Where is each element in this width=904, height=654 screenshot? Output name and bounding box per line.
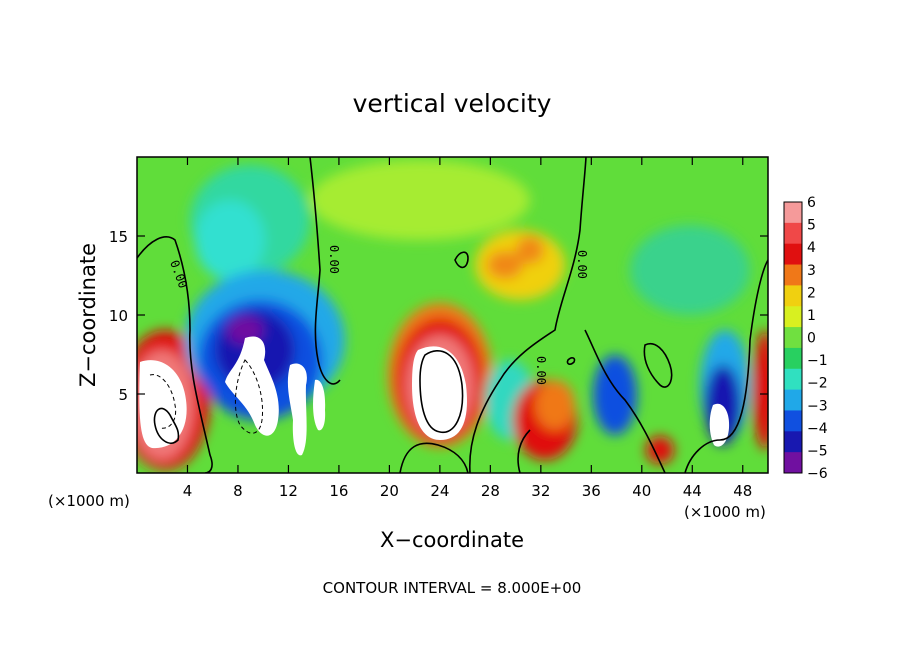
x-tick-label: 12	[279, 482, 298, 500]
y-axis-label: Z−coordinate	[76, 243, 100, 387]
colorbar-swatch	[784, 306, 802, 328]
contour-label: 0.00	[575, 250, 589, 279]
x-tick-label: 20	[380, 482, 399, 500]
colorbar-swatch	[784, 410, 802, 432]
x-tick-label: 32	[531, 482, 550, 500]
colorbar-swatch	[784, 327, 802, 349]
colorbar-tick-label: −5	[807, 443, 828, 459]
colorbar-tick-label: −3	[807, 398, 828, 414]
colorbar-swatch	[784, 243, 802, 266]
colorbar-swatch	[784, 431, 802, 453]
colorbar-tick-label: −2	[807, 376, 828, 392]
x-tick-label: 44	[683, 482, 702, 500]
colorbar-tick-label: −1	[807, 353, 828, 369]
colorbar-tick-label: 2	[807, 285, 816, 301]
colorbar-swatch	[784, 452, 802, 474]
x-axis: 4 8 12 16 20 24 28 32 36 40 44 48	[183, 157, 752, 500]
x-tick-label: 16	[329, 482, 348, 500]
colorbar-swatch	[784, 368, 802, 391]
colorbar: 6 5 4 3 2 1 0 −1 −2 −3 −4 −5 −6	[783, 195, 828, 482]
chart-title: vertical velocity	[353, 89, 552, 118]
x-tick-label: 40	[632, 482, 651, 500]
colorbar-swatch	[784, 222, 802, 245]
x-tick-label: 36	[582, 482, 601, 500]
colorbar-tick-label: 5	[807, 218, 816, 234]
colorbar-tick-label: −4	[807, 421, 828, 437]
contour-interval-note: CONTOUR INTERVAL = 8.000E+00	[323, 579, 582, 597]
y-tick-label: 15	[109, 228, 128, 246]
colorbar-swatch	[784, 264, 802, 286]
colorbar-tick-label: 1	[807, 308, 816, 324]
colorbar-swatch	[784, 285, 802, 307]
colorbar-tick-label: 4	[807, 240, 816, 256]
colorbar-tick-label: 6	[807, 195, 816, 211]
x-tick-label: 28	[481, 482, 500, 500]
colorbar-swatch	[784, 347, 802, 370]
plot-area: 0.00 0.00 0.00 0.00	[137, 157, 768, 473]
y-tick-label: 5	[118, 386, 128, 404]
colorbar-swatch	[784, 202, 802, 224]
x-unit-right: (×1000 m)	[684, 503, 766, 521]
x-tick-label: 8	[233, 482, 243, 500]
colorbar-frame	[783, 201, 803, 474]
y-axis: 5 10 15	[109, 228, 768, 404]
x-axis-label: X−coordinate	[380, 528, 524, 552]
x-tick-label: 24	[430, 482, 449, 500]
contour-label: 0.00	[534, 356, 548, 385]
colorbar-tick-label: 3	[807, 263, 816, 279]
x-tick-label: 48	[733, 482, 752, 500]
contour-label: 0.00	[327, 245, 341, 274]
colorbar-tick-label: 0	[807, 331, 816, 347]
colorbar-tick-label: −6	[807, 466, 828, 482]
x-unit-left: (×1000 m)	[48, 492, 130, 510]
x-tick-label: 4	[183, 482, 193, 500]
y-tick-label: 10	[109, 307, 128, 325]
colorbar-swatch	[784, 389, 802, 411]
